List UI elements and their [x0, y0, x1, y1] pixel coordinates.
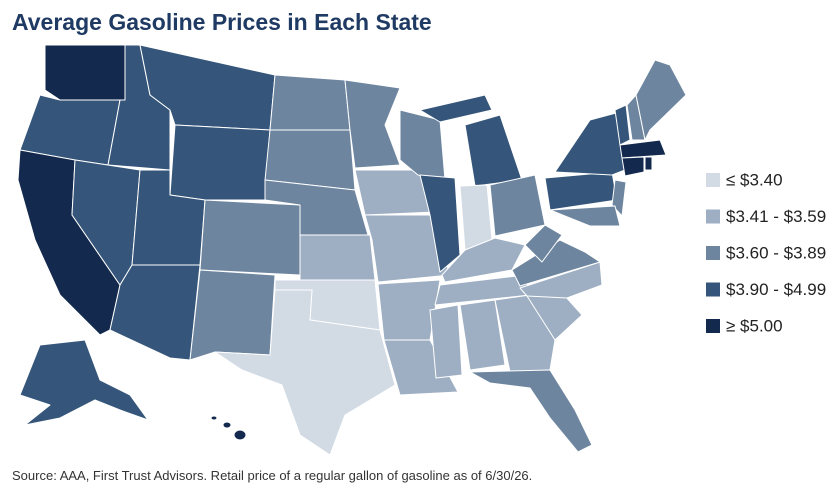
legend-label: $3.41 - $3.59: [726, 207, 826, 226]
state: [214, 289, 396, 456]
legend-swatch: [706, 282, 720, 297]
state: [189, 269, 276, 361]
source: Source: AAA, First Trust Advisors. Retai…: [12, 468, 532, 483]
state: [619, 139, 667, 159]
state: [614, 104, 631, 146]
state: [222, 421, 232, 429]
state: [199, 199, 301, 276]
legend-label: ≥ $5.00: [726, 316, 783, 335]
map: [17, 44, 687, 456]
state: [233, 429, 247, 441]
state: [524, 224, 563, 263]
state: [429, 304, 463, 379]
state: [644, 156, 653, 171]
legend-swatch: [706, 319, 720, 333]
state: [419, 94, 493, 123]
state: [44, 44, 126, 101]
state: [554, 112, 626, 176]
state: [383, 339, 459, 396]
legend-swatch: [706, 246, 720, 260]
legend-label: $3.90 - $4.99: [726, 280, 826, 299]
state: [109, 264, 201, 361]
state: [459, 184, 493, 251]
state: [549, 205, 621, 227]
state: [344, 79, 401, 169]
state: [364, 214, 451, 283]
legend: ≤ $3.40 $3.41 - $3.59 $3.60 - $3.89 $3.90 -…: [706, 170, 826, 335]
legend-label: $3.60 - $3.89: [726, 243, 826, 262]
legend-swatch: [706, 209, 720, 224]
state: [489, 174, 546, 237]
state: [19, 339, 149, 426]
state: [210, 415, 218, 421]
legend-label: ≤ $3.40: [726, 170, 783, 189]
title: Average Gasoline Prices in Each State: [12, 9, 432, 35]
state: [544, 171, 618, 211]
state: [469, 369, 593, 453]
legend-swatch: [706, 173, 720, 187]
state: [464, 114, 523, 187]
state: [419, 174, 461, 273]
state: [269, 74, 351, 131]
state: [635, 59, 687, 141]
state: [169, 124, 271, 201]
state: [459, 299, 506, 371]
state: [621, 156, 645, 177]
state: [299, 234, 376, 281]
